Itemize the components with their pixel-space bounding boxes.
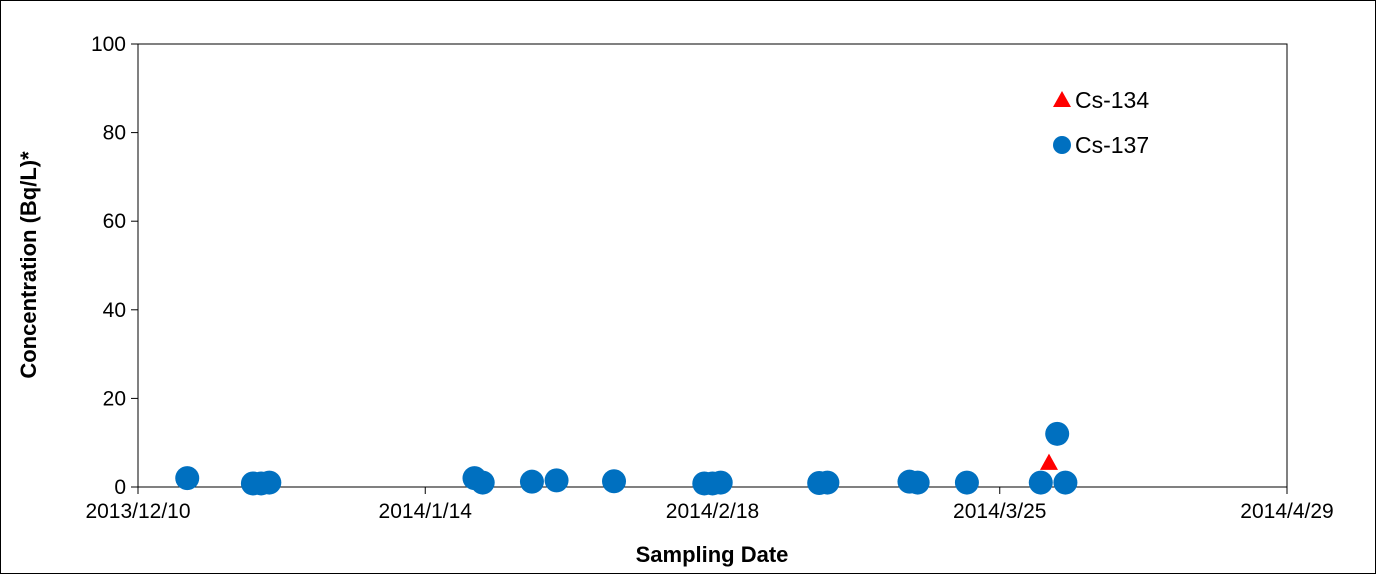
x-tick-label: 2014/3/25 [953,500,1046,523]
y-tick-label: 80 [103,122,126,145]
cs137-point [815,470,840,495]
y-tick-label: 40 [103,299,126,322]
y-axis-ticks: 0 20 40 60 80 100 [91,33,138,499]
cs137-point [1045,421,1070,446]
legend-marker-cs134 [1053,91,1071,107]
legend-label: Cs-137 [1075,132,1149,158]
cs137-point [257,470,282,495]
cs137-point [470,470,495,495]
x-axis-title: Sampling Date [636,542,789,567]
cs137-point [1053,470,1078,495]
legend: Cs-134 Cs-137 [1053,87,1149,158]
x-axis-ticks: 2013/12/10 2014/1/14 2014/2/18 2014/3/25 201… [85,487,1334,523]
cs137-point [544,468,569,493]
data-points [175,421,1078,496]
legend-marker-cs137 [1053,136,1071,154]
y-tick-label: 60 [103,210,126,233]
x-tick-label: 2014/1/14 [379,500,473,523]
cs137-point [1028,470,1053,495]
cs137-point [954,470,979,495]
x-tick-label: 2014/4/29 [1240,500,1333,523]
y-tick-label: 100 [91,33,126,56]
x-tick-label: 2014/2/18 [666,500,759,523]
cs137-point [519,469,544,494]
cs137-point [602,469,627,494]
cs137-point [175,466,200,491]
y-tick-label: 0 [114,476,126,499]
cs137-point [708,470,733,495]
cs137-point [905,470,930,495]
cs134-point [1039,453,1058,470]
x-tick-label: 2013/12/10 [85,500,190,523]
legend-label: Cs-134 [1075,87,1149,113]
y-axis-title: Concentration (Bq/L)* [16,151,41,379]
y-tick-label: 20 [103,387,126,410]
